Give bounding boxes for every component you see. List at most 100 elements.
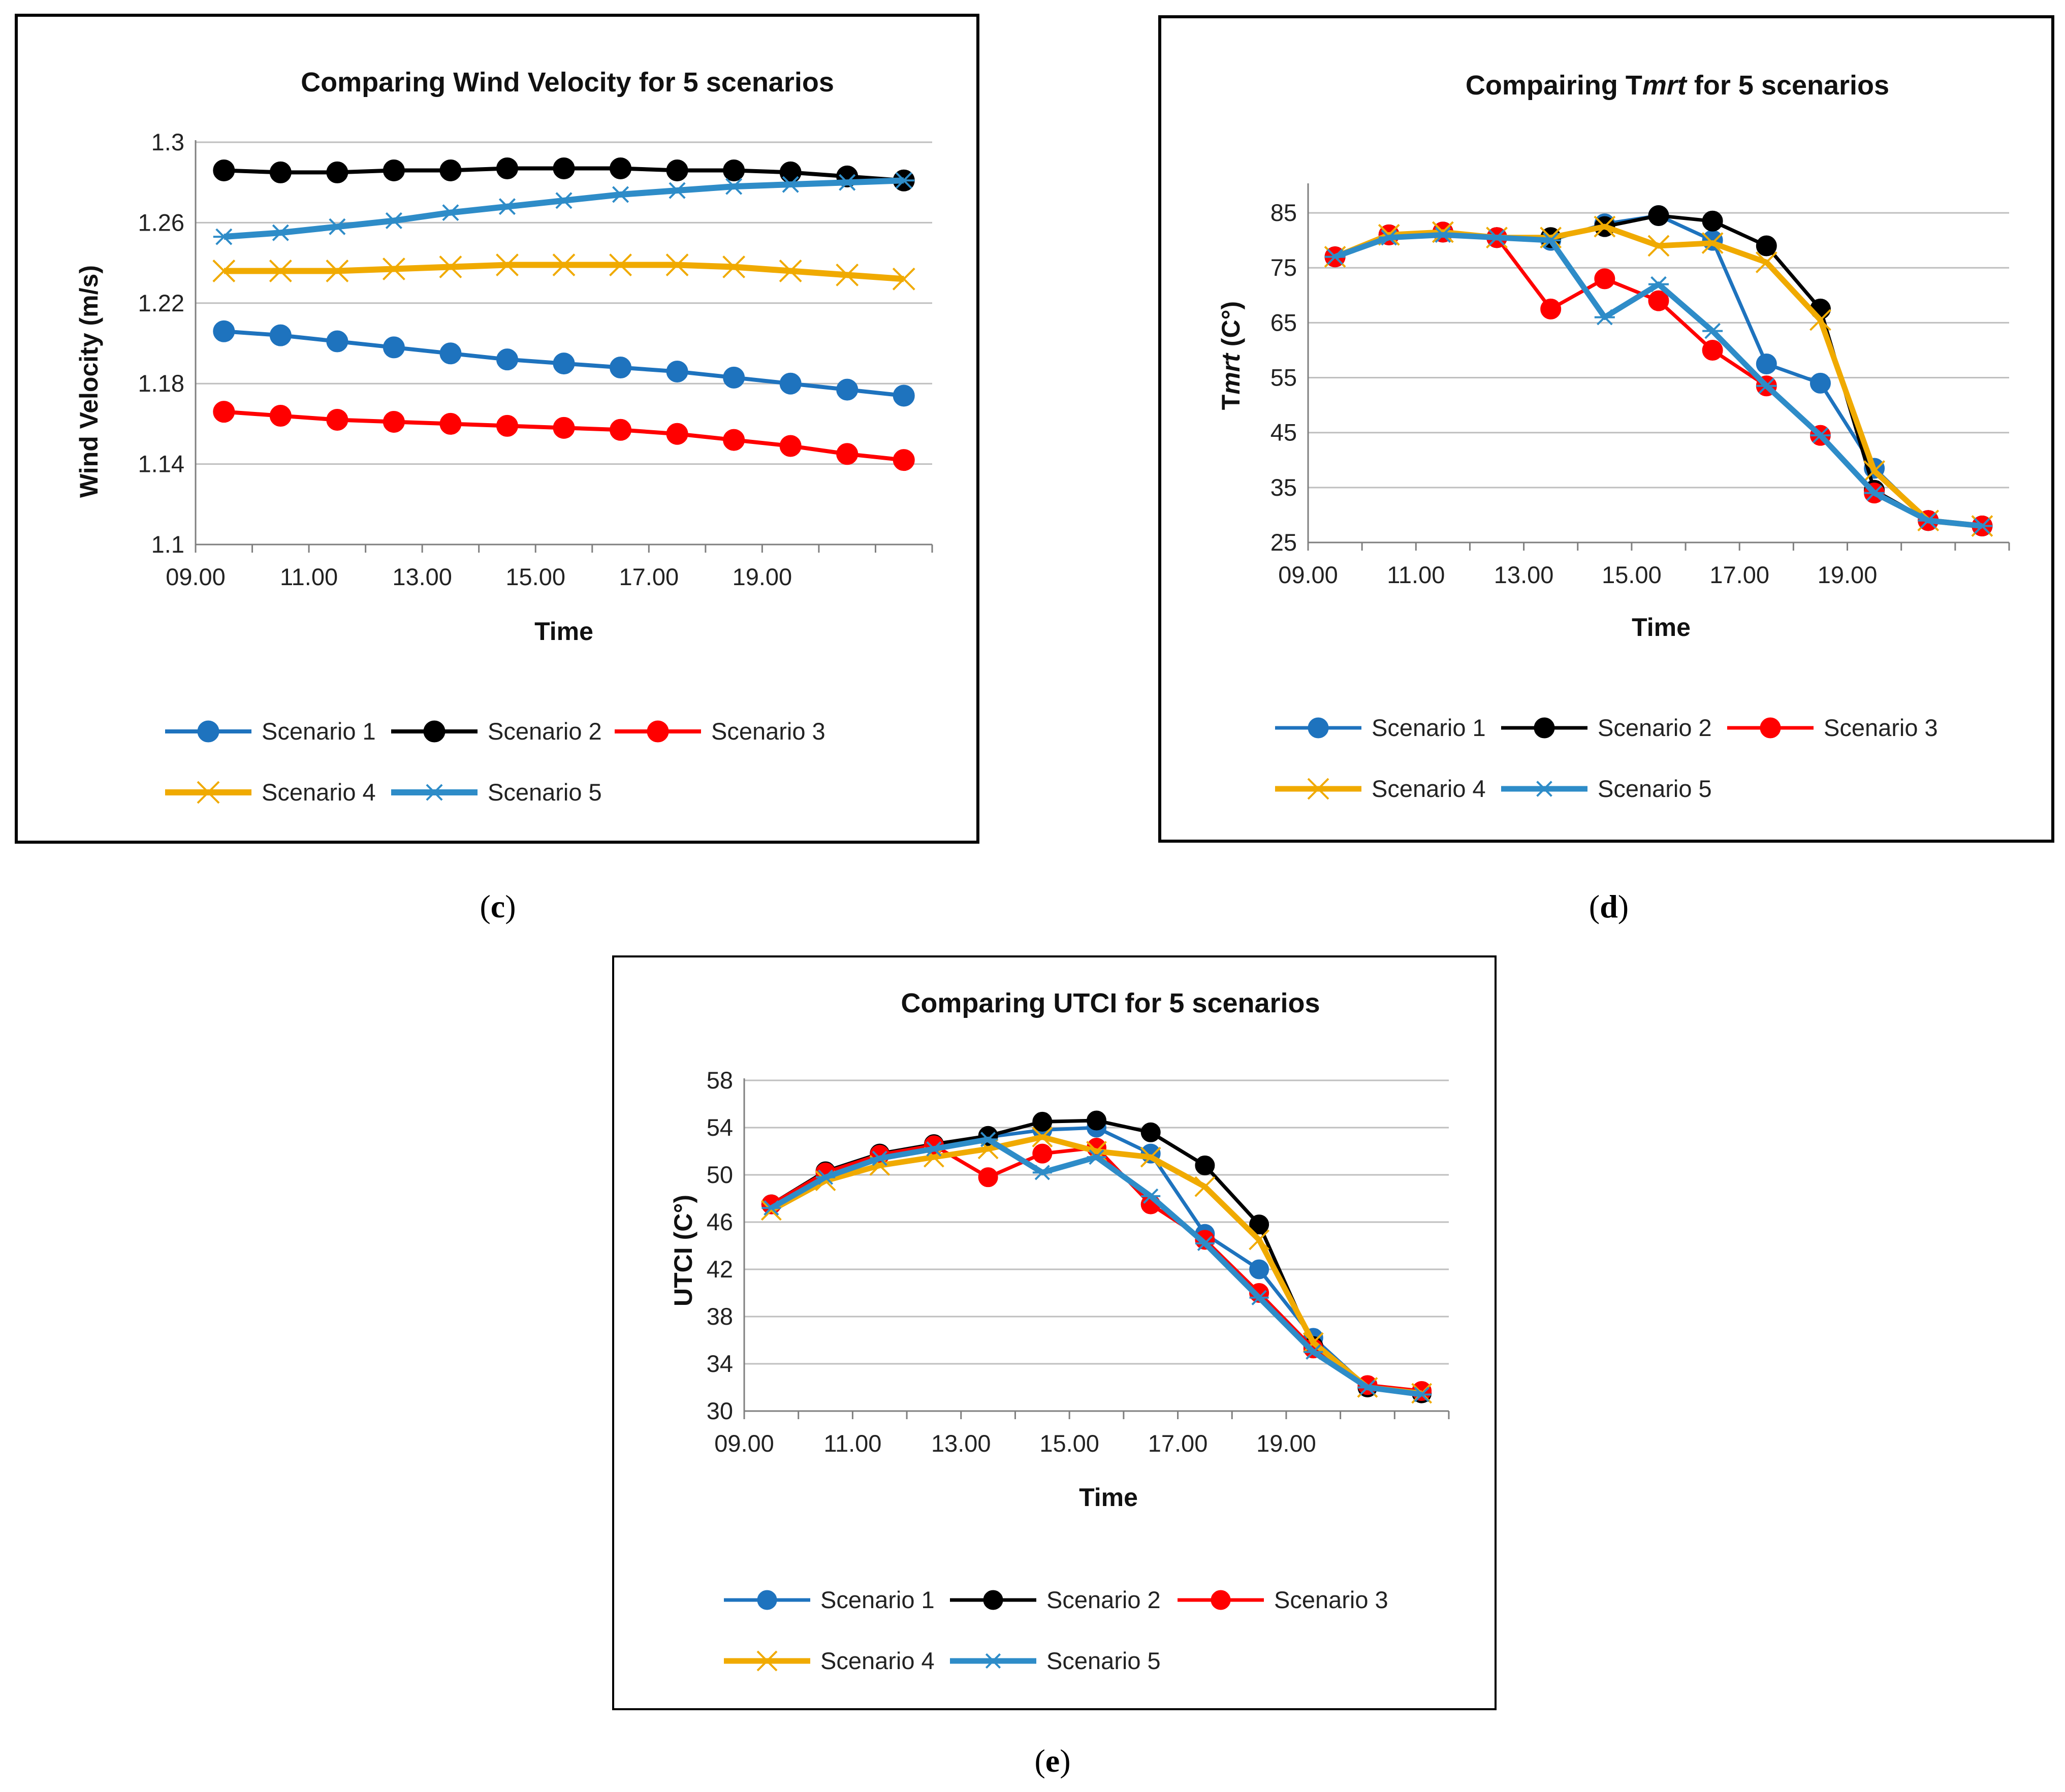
- marker-circle: [1540, 298, 1562, 319]
- legend-label: Scenario 4: [262, 779, 376, 806]
- legend-item-5: Scenario 5: [1501, 775, 1712, 802]
- marker-star: [1756, 377, 1777, 394]
- marker-circle: [1702, 210, 1723, 232]
- marker-x: [1140, 1146, 1161, 1168]
- marker-star: [1141, 1188, 1161, 1204]
- marker-star: [1379, 229, 1400, 246]
- marker-circle: [779, 435, 802, 457]
- x-tick-label: 11.00: [280, 563, 338, 590]
- legend-label: Scenario 5: [488, 779, 602, 806]
- y-tick-label: 1.18: [138, 370, 184, 397]
- panel-c-x-axis-title: Time: [534, 617, 593, 646]
- y-tick-label: 1.3: [151, 129, 184, 155]
- y-tick-label: 54: [707, 1114, 733, 1141]
- panel-d-ylabel-part: T: [1217, 395, 1245, 410]
- series-5: [761, 1132, 1432, 1402]
- marker-star: [983, 1653, 1003, 1669]
- panel-e-x-ticks: 09.00 11.00 13.00 15.00 17.00 19.00: [714, 1430, 1316, 1457]
- panel-e-y-ticks: 30 34 38 42 46 50 54 58: [707, 1067, 733, 1424]
- marker-x: [609, 253, 632, 276]
- legend-label: Scenario 3: [711, 718, 825, 745]
- y-tick-label: 50: [707, 1161, 733, 1188]
- legend-item-4: Scenario 4: [165, 779, 376, 806]
- marker-x: [1249, 1229, 1269, 1251]
- marker-star: [870, 1150, 889, 1166]
- marker-circle: [326, 161, 348, 183]
- panel-e-border: [612, 955, 1497, 1710]
- marker-x: [382, 258, 405, 280]
- marker-circle: [723, 159, 745, 181]
- marker-circle: [1195, 1155, 1215, 1175]
- legend-item-4: Scenario 4: [724, 1647, 935, 1674]
- marker-star: [1325, 248, 1346, 265]
- x-tick-label: 11.00: [1387, 561, 1445, 588]
- panel-c-x-ticks: 09.00 11.00 13.00 15.00 17.00 19.00: [166, 563, 792, 590]
- marker-circle: [1648, 290, 1669, 311]
- caption-c: (c): [480, 888, 516, 924]
- legend-label: Scenario 3: [1274, 1586, 1388, 1613]
- marker-star: [1195, 1235, 1215, 1251]
- marker-circle: [666, 360, 688, 382]
- marker-star: [723, 178, 745, 195]
- marker-x: [1594, 215, 1616, 238]
- panel-c-title: Comparing Wind Velocity for 5 scenarios: [301, 67, 834, 98]
- marker-circle: [666, 423, 688, 445]
- marker-circle: [496, 157, 518, 179]
- panel-d-title-part: for 5 scenarios: [1687, 70, 1889, 101]
- x-tick-label: 15.00: [505, 563, 565, 590]
- panel-c-y-axis-title: Wind Velocity (m/s): [75, 265, 103, 498]
- marker-star: [424, 784, 445, 801]
- legend-item-4: Scenario 4: [1275, 775, 1486, 802]
- marker-x: [1701, 232, 1724, 254]
- panel-d-ylabel-part: (C°): [1217, 301, 1245, 354]
- legend-item-3: Scenario 3: [615, 718, 825, 745]
- marker-circle: [197, 720, 219, 743]
- y-tick-label: 58: [707, 1067, 733, 1094]
- marker-circle: [553, 353, 575, 375]
- panel-c-legend: Scenario 1 Scenario 2 Scenario 3 Scenario 4…: [165, 718, 825, 806]
- y-tick-label: 30: [707, 1397, 733, 1424]
- x-tick-label: 19.00: [733, 563, 792, 590]
- marker-circle: [1249, 1214, 1269, 1235]
- marker-star: [270, 224, 292, 241]
- marker-circle: [1809, 372, 1831, 394]
- legend-label: Scenario 1: [262, 718, 376, 745]
- legend-item-3: Scenario 3: [1727, 714, 1938, 741]
- marker-circle: [269, 161, 292, 183]
- marker-circle: [1211, 1590, 1231, 1610]
- series-5: [213, 172, 915, 245]
- marker-star: [1594, 309, 1615, 326]
- x-tick-label: 15.00: [1602, 561, 1662, 588]
- x-tick-label: 09.00: [166, 563, 226, 590]
- marker-x: [326, 260, 349, 282]
- marker-x: [1647, 235, 1670, 257]
- marker-circle: [610, 157, 632, 179]
- marker-circle: [723, 366, 745, 389]
- panel-d-title-part: Compairing T: [1466, 70, 1642, 101]
- y-tick-label: 45: [1270, 419, 1297, 446]
- marker-circle: [383, 336, 405, 359]
- marker-circle: [1702, 339, 1723, 361]
- panel-e-plot: [760, 1110, 1433, 1404]
- x-tick-label: 17.00: [1709, 561, 1769, 588]
- panel-d-legend: Scenario 1 Scenario 2 Scenario 3 Scenario 4…: [1275, 714, 1938, 802]
- y-tick-label: 65: [1270, 309, 1297, 336]
- marker-star: [439, 204, 461, 221]
- legend-label: Scenario 2: [1598, 714, 1712, 741]
- panel-d-title: Compairing Tmrt for 5 scenarios: [1466, 70, 1889, 101]
- marker-x: [197, 781, 220, 804]
- marker-circle: [723, 429, 745, 451]
- x-tick-label: 11.00: [823, 1430, 881, 1457]
- y-tick-label: 25: [1270, 529, 1297, 556]
- marker-star: [326, 218, 348, 235]
- marker-circle: [836, 443, 859, 465]
- caption-d-letter: d: [1600, 888, 1618, 924]
- panel-c: Comparing Wind Velocity for 5 scenarios …: [15, 14, 979, 844]
- x-tick-label: 09.00: [714, 1430, 774, 1457]
- marker-star: [1864, 485, 1885, 501]
- marker-x: [1755, 251, 1777, 273]
- legend-label: Scenario 5: [1046, 1647, 1161, 1674]
- y-tick-label: 85: [1270, 199, 1297, 226]
- marker-circle: [836, 378, 859, 401]
- marker-circle: [666, 159, 688, 181]
